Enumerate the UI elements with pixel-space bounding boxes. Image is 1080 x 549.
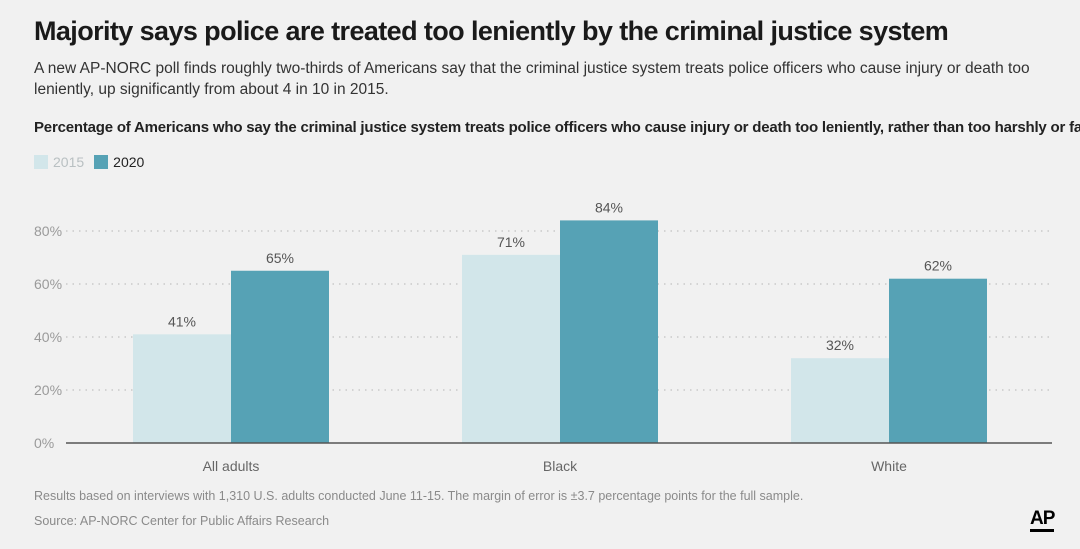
- data-label: 65%: [266, 250, 294, 266]
- y-tick-label: 0%: [34, 435, 54, 451]
- legend-label-2015: 2015: [53, 154, 85, 170]
- y-tick-label: 80%: [34, 223, 62, 239]
- bar-2015-black: [462, 254, 560, 443]
- chart-question: Percentage of Americans who say the crim…: [34, 119, 1080, 136]
- y-tick-label: 40%: [34, 329, 62, 345]
- legend-item-2015: 2015: [34, 154, 84, 170]
- data-label: 71%: [497, 234, 525, 250]
- bar-2015-all-adults: [133, 334, 231, 443]
- y-tick-label: 60%: [34, 276, 62, 292]
- legend: 2015 2020: [34, 154, 154, 170]
- x-tick-label: All adults: [203, 458, 260, 474]
- chart-title: Majority says police are treated too len…: [34, 16, 949, 46]
- chart-subtitle: A new AP-NORC poll finds roughly two-thi…: [34, 60, 1030, 98]
- data-label: 32%: [826, 337, 854, 353]
- data-label: 62%: [924, 258, 952, 274]
- source-note: Source: AP-NORC Center for Public Affair…: [34, 514, 330, 528]
- legend-item-2020: 2020: [94, 154, 144, 170]
- legend-swatch-2020: [94, 155, 109, 169]
- x-tick-label: White: [871, 458, 907, 474]
- bar-2020-all-adults: [231, 270, 329, 443]
- bar-2020-black: [560, 220, 658, 443]
- data-label: 84%: [595, 199, 623, 215]
- ap-logo: AP: [1030, 508, 1055, 532]
- bar-2020-white: [889, 278, 987, 443]
- x-tick-label: Black: [543, 458, 578, 474]
- y-tick-label: 20%: [34, 382, 62, 398]
- data-label: 41%: [168, 313, 196, 329]
- footnote: Results based on interviews with 1,310 U…: [34, 489, 804, 503]
- legend-label-2020: 2020: [113, 154, 145, 170]
- legend-swatch-2015: [34, 155, 48, 169]
- bar-2015-white: [791, 358, 889, 443]
